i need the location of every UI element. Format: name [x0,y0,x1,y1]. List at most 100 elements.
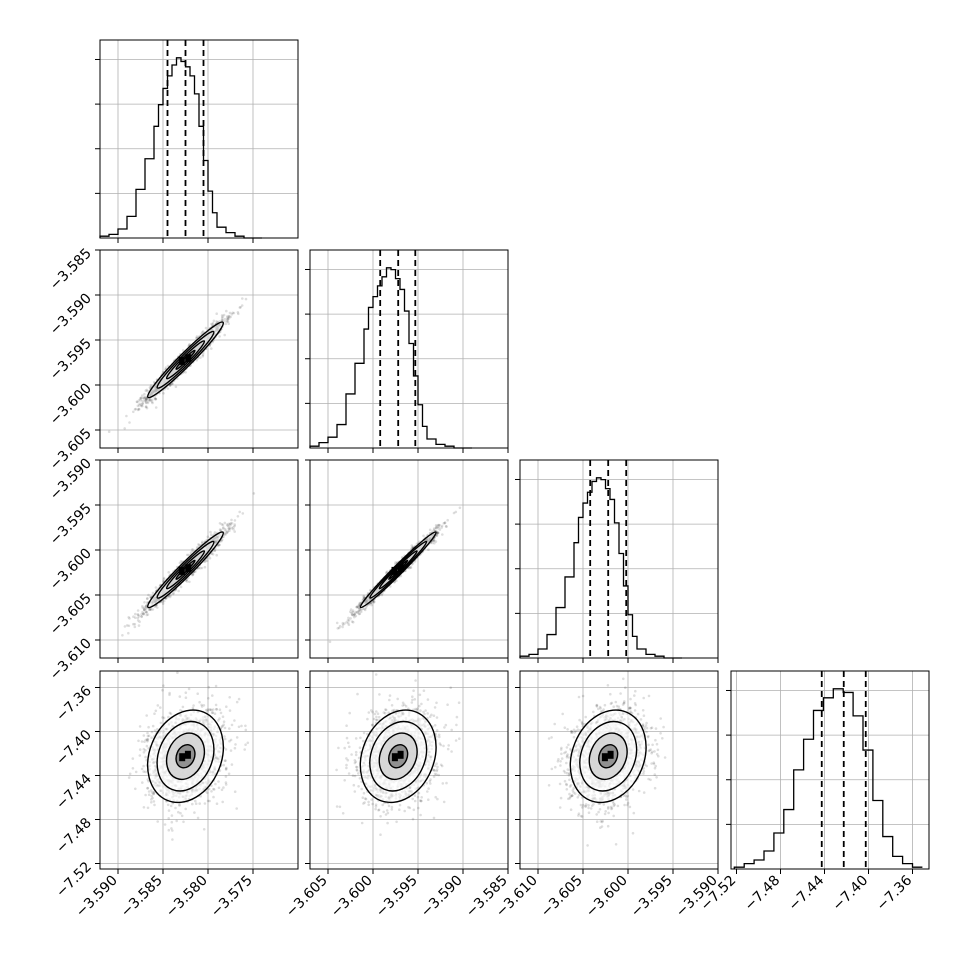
scatter-point [141,394,144,397]
scatter-point [223,333,226,337]
scatter-point [181,349,185,352]
scatter-point [146,613,150,616]
scatter-point [357,610,361,613]
scatter-point [223,531,227,535]
scatter-point [138,620,141,623]
scatter-point [347,616,350,620]
scatter-point [229,524,232,527]
scatter-point [230,313,234,316]
scatter-point [143,392,146,396]
scatter-point [141,404,144,408]
scatter-point [241,297,244,300]
scatter-point [149,608,153,612]
scatter-point [196,546,199,549]
scatter-point [213,531,217,534]
density-core [178,354,192,365]
scatter-point [147,593,150,597]
scatter-point [164,366,168,370]
scatter-point [433,541,436,545]
scatter-point [228,311,232,315]
scatter-point [200,566,204,570]
scatter-point [154,397,158,401]
scatter-point [151,608,155,611]
histogram-step-0 [99,57,262,239]
scatter-point [143,399,147,403]
scatter-point [232,526,235,529]
scatter-point [436,531,439,535]
scatter-point [144,397,148,401]
scatter-point [223,317,227,321]
scatter-point [222,526,225,529]
scatter-point [185,553,189,557]
scatter-point [145,397,148,401]
scatter-point [149,399,152,403]
scatter-point [162,392,165,395]
scatter-point [371,600,375,603]
scatter-point [244,297,248,301]
scatter-point [408,566,411,570]
histogram-1-frame [309,249,509,449]
scatter-point [221,527,225,530]
scatter-point [206,535,210,539]
scatter-point [149,595,152,599]
scatter-point [236,515,240,518]
scatter-point [221,523,225,527]
scatter-point [128,617,131,620]
scatter-point [143,606,146,610]
scatter-point [349,617,352,620]
scatter-point [145,611,148,614]
scatter-point [221,315,224,319]
scatter-point [224,533,227,536]
scatter-point [437,531,440,534]
scatter-panel-1-0 [99,249,299,449]
scatter-point [432,539,435,542]
scatter-point [154,406,158,409]
scatter-point [128,421,131,424]
scatter-point [148,386,152,389]
scatter-point [138,404,141,407]
scatter-point [350,613,354,616]
scatter-point [127,624,131,628]
scatter-point [438,523,442,527]
scatter-point [385,571,388,574]
scatter-point [357,612,361,616]
scatter-point [201,540,204,544]
scatter-point [172,591,175,595]
scatter-point [372,601,376,604]
scatter-point [139,399,142,402]
scatter-point [168,595,172,599]
scatter-point [361,607,365,610]
scatter-point [359,610,363,614]
histogram-step-1 [309,267,472,449]
density-core [178,564,192,575]
scatter-point [197,544,201,547]
scatter-point [363,607,366,611]
scatter-point [341,625,344,629]
scatter-point [137,407,141,411]
scatter-point [436,531,440,535]
scatter-point [136,609,140,612]
histogram-3-frame [730,670,930,870]
scatter-point [137,613,140,617]
scatter-point [220,318,224,322]
scatter-point [228,527,232,530]
scatter-point [212,319,216,323]
scatter-point [373,600,376,603]
density-peak-cell [178,566,185,575]
density-peak-cell [185,354,192,363]
scatter-point [145,597,149,601]
scatter-point [358,608,362,611]
scatter-point [220,316,224,320]
scatter-point [227,322,230,326]
histogram-panel-2 [515,459,719,659]
scatter-point [144,405,148,408]
scatter-point [338,624,342,628]
scatter-point [443,521,447,525]
scatter-point [434,540,438,543]
scatter-point [215,312,218,316]
scatter-point [134,612,137,616]
scatter-point [204,326,208,330]
scatter-point [199,356,202,359]
scatter-point [137,399,141,402]
scatter-point [356,605,359,608]
